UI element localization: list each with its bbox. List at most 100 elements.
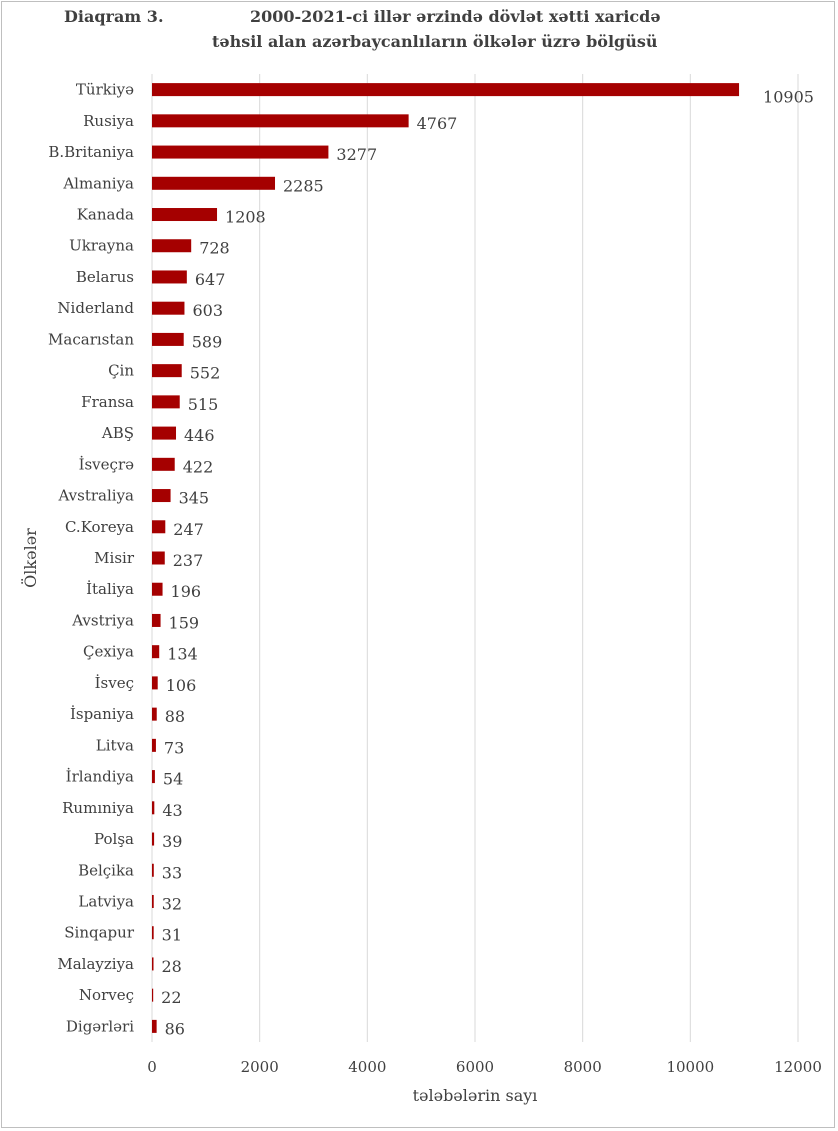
bars [152, 83, 740, 1033]
value-label: 603 [192, 301, 223, 320]
bar [152, 1019, 157, 1033]
value-label: 32 [162, 894, 182, 913]
bar [152, 395, 180, 409]
category-label: B.Britaniya [48, 143, 134, 161]
bar [152, 676, 158, 690]
bar [152, 582, 163, 596]
bar [152, 301, 185, 315]
category-label: Belarus [76, 268, 134, 286]
bar [152, 645, 160, 659]
x-tick-label: 2000 [241, 1058, 279, 1076]
x-tick-label: 12000 [774, 1058, 822, 1076]
category-label: Misir [94, 549, 135, 567]
category-label: Malayziya [57, 955, 134, 973]
value-label: 28 [162, 957, 182, 976]
bar [152, 863, 154, 877]
x-tick-label: 6000 [456, 1058, 494, 1076]
value-label: 515 [188, 395, 219, 414]
value-label: 22 [161, 988, 181, 1007]
value-label: 589 [192, 332, 223, 351]
category-label: Niderland [57, 299, 134, 317]
category-label: Norveç [79, 986, 134, 1004]
category-label: Avstriya [71, 611, 134, 629]
value-label: 728 [199, 239, 230, 258]
category-label: İrlandiya [66, 768, 134, 786]
bar [152, 145, 329, 159]
gridlines [151, 74, 799, 1042]
category-label: Belçika [78, 861, 134, 879]
value-label: 647 [195, 270, 226, 289]
x-tick-label: 4000 [348, 1058, 386, 1076]
category-label: Latviya [78, 892, 134, 910]
category-label: Polşa [94, 830, 134, 848]
x-tick-label: 10000 [666, 1058, 714, 1076]
category-label: Litva [96, 736, 134, 754]
category-label: Macarıstan [48, 330, 134, 348]
category-label: İsveç [95, 674, 134, 692]
bar [152, 957, 154, 971]
bar [152, 83, 740, 97]
value-label: 237 [173, 551, 204, 570]
bar [152, 551, 165, 565]
value-label: 1208 [225, 208, 266, 227]
x-tick-label: 8000 [564, 1058, 602, 1076]
bar [152, 426, 177, 440]
bar [152, 770, 155, 784]
category-label: Çexiya [83, 643, 134, 661]
category-label: ABŞ [101, 424, 134, 442]
value-label: 247 [173, 520, 204, 539]
bar [152, 457, 175, 471]
value-label: 345 [179, 489, 210, 508]
value-label: 54 [163, 770, 183, 789]
bar [152, 332, 184, 346]
value-label: 10905 [763, 88, 814, 107]
value-label: 86 [165, 1019, 185, 1038]
category-label: İtaliya [86, 580, 134, 598]
category-label: İspaniya [70, 705, 134, 723]
value-label: 2285 [283, 176, 324, 195]
y-axis-label: Ölkələr [20, 528, 40, 588]
bar [152, 176, 276, 190]
value-label: 31 [162, 926, 182, 945]
bar [152, 707, 157, 721]
category-label: C.Koreya [65, 518, 134, 536]
bar [152, 926, 154, 940]
bar [152, 114, 409, 128]
bar [152, 270, 187, 284]
category-label: Çin [108, 362, 134, 380]
category-label: Ukrayna [69, 237, 134, 255]
value-label: 4767 [417, 114, 458, 133]
x-tick-labels: 0 2000 4000 6000 8000 10000 12000 [147, 1058, 822, 1076]
bar [152, 988, 154, 1002]
value-label: 446 [184, 426, 215, 445]
bar [152, 613, 161, 627]
value-label: 422 [183, 457, 214, 476]
category-label: Digərləri [66, 1017, 134, 1035]
chart-title-line-1: 2000-2021-ci illər ərzində dövlət xətti … [250, 7, 661, 26]
x-tick-label: 0 [147, 1058, 157, 1076]
value-label: 134 [167, 645, 198, 664]
diagram-number: Diaqram 3. [64, 7, 164, 26]
value-labels: 10905 4767 3277 2285 1208 728 647 603 589 552 515 4… [161, 88, 814, 1039]
category-label: Türkiyə [76, 81, 134, 99]
category-label: Rumıniya [62, 799, 134, 817]
bar [152, 894, 154, 908]
chart-title-line-2: təhsil alan azərbaycanlıların ölkələr üz… [212, 32, 658, 51]
value-label: 106 [166, 676, 197, 695]
value-label: 3277 [336, 145, 377, 164]
bar [152, 364, 182, 378]
category-label: Kanada [77, 206, 134, 224]
bar [152, 489, 171, 503]
category-label: İsveçrə [79, 455, 135, 473]
value-label: 33 [162, 863, 182, 882]
value-label: 196 [171, 582, 202, 601]
bar [152, 738, 156, 752]
bar [152, 801, 155, 815]
bar [152, 832, 155, 846]
value-label: 39 [162, 832, 182, 851]
category-label: Sinqapur [64, 924, 135, 942]
value-label: 73 [164, 738, 184, 757]
category-labels: Türkiyə Rusiya B.Britaniya Almaniya Kanada Uk… [48, 81, 135, 1036]
